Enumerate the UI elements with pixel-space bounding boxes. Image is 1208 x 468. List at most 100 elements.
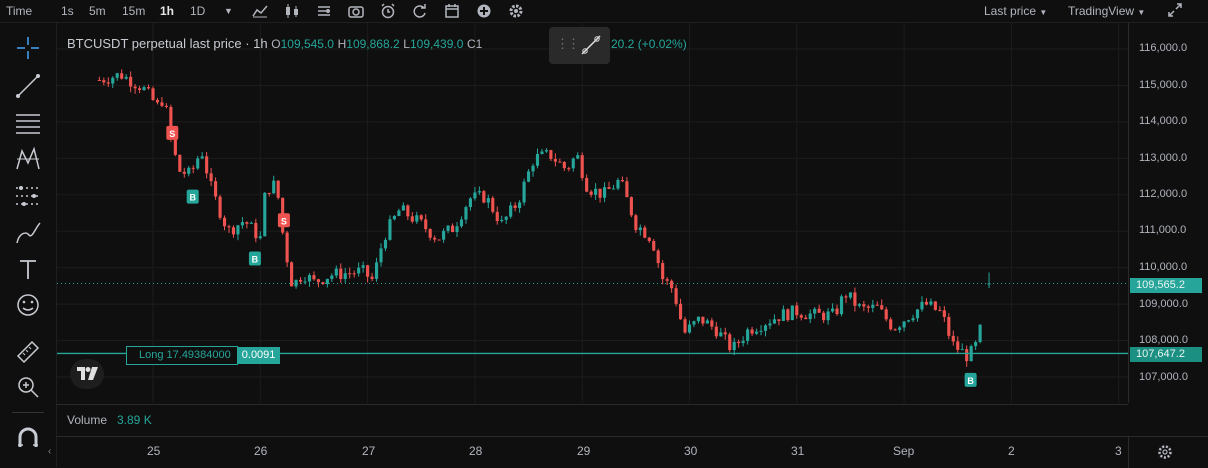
indicators-icon[interactable] bbox=[252, 4, 268, 18]
candle-body bbox=[482, 191, 486, 203]
price-axis[interactable]: 116,000.0 115,000.0 114,000.0 113,000.0 … bbox=[1128, 23, 1208, 403]
candle-body bbox=[486, 198, 490, 203]
candle-body bbox=[875, 304, 879, 306]
magnet-icon bbox=[18, 427, 38, 447]
candle-body bbox=[294, 279, 298, 287]
ruler-tool[interactable] bbox=[14, 336, 42, 364]
add-icon[interactable] bbox=[476, 3, 492, 19]
pattern-tool[interactable] bbox=[14, 145, 42, 173]
candle-body bbox=[437, 239, 441, 241]
interval-1h[interactable]: 1h bbox=[160, 4, 175, 18]
axis-settings[interactable] bbox=[1128, 436, 1208, 468]
candle-body bbox=[853, 292, 857, 306]
price-label: 113,000.0 bbox=[1139, 152, 1188, 164]
interval-5m[interactable]: 5m bbox=[89, 4, 106, 18]
interval-1d[interactable]: 1D bbox=[190, 4, 206, 18]
volume-pane[interactable]: Volume 3.89 K bbox=[57, 404, 1128, 437]
candle-body bbox=[638, 227, 642, 231]
position-label[interactable]: Long 17.49384000 0.0091 bbox=[126, 346, 281, 365]
forecast-tool[interactable] bbox=[14, 182, 42, 210]
trendline-tool[interactable] bbox=[14, 72, 42, 100]
candle-body bbox=[585, 178, 589, 192]
pattern-icon bbox=[16, 146, 40, 170]
candle-body bbox=[710, 320, 714, 327]
alert-icon[interactable] bbox=[380, 3, 396, 19]
fib-tool[interactable] bbox=[14, 109, 42, 137]
magnet-tool[interactable] bbox=[14, 423, 42, 451]
position-pnl: 0.0091 bbox=[236, 347, 281, 364]
collapse-toolbar-chevron-icon[interactable]: ‹ bbox=[48, 446, 52, 457]
tradingview-logo[interactable] bbox=[70, 359, 104, 389]
time-axis[interactable]: 25 26 27 28 29 30 31 Sep 2 3 bbox=[57, 436, 1128, 468]
trendline-draw-icon[interactable] bbox=[579, 33, 603, 57]
intervals-dropdown-icon[interactable]: ▼ bbox=[224, 6, 233, 16]
candle-body bbox=[334, 268, 338, 276]
interval-15m[interactable]: 15m bbox=[122, 4, 146, 18]
brush-tool[interactable] bbox=[14, 219, 42, 247]
candle-body bbox=[625, 181, 629, 198]
horizontal-lines-icon bbox=[16, 114, 40, 134]
candle-body bbox=[428, 229, 432, 238]
candle-body bbox=[795, 305, 799, 316]
candle-body bbox=[683, 319, 687, 333]
candle-body bbox=[938, 309, 942, 311]
candle-body bbox=[616, 180, 620, 189]
candle-body bbox=[303, 281, 307, 283]
expand-icon[interactable] bbox=[1168, 3, 1182, 17]
price-chart[interactable]: S S B B B bbox=[57, 23, 1128, 403]
calendar-icon[interactable] bbox=[444, 3, 460, 19]
crosshair-tool[interactable] bbox=[14, 34, 42, 62]
floating-drawing-toolbar[interactable]: ⋮⋮ bbox=[549, 27, 610, 64]
candle-body bbox=[924, 301, 929, 305]
candle-body bbox=[723, 332, 727, 335]
candle-body bbox=[978, 324, 982, 343]
candlestick-plot[interactable]: S S B B B bbox=[57, 23, 1128, 403]
candle-body bbox=[848, 292, 853, 298]
candle-body bbox=[455, 226, 459, 233]
trade-marker-label: S bbox=[169, 129, 175, 139]
emoji-tool[interactable] bbox=[14, 291, 42, 319]
trade-marker bbox=[964, 372, 977, 387]
data-source-dropdown[interactable]: TradingView ▼ bbox=[1068, 2, 1145, 20]
symbol-title[interactable]: BTCUSDT perpetual last price · 1h bbox=[67, 36, 268, 51]
replay-icon[interactable] bbox=[412, 3, 428, 19]
candles-icon[interactable] bbox=[284, 4, 300, 18]
candle-body bbox=[522, 181, 526, 203]
text-tool[interactable] bbox=[14, 255, 42, 283]
time-label: Sep bbox=[893, 444, 915, 458]
interval-1s[interactable]: 1s bbox=[61, 4, 74, 18]
candle-body bbox=[222, 217, 227, 227]
candle-body bbox=[741, 340, 745, 344]
time-label: 28 bbox=[469, 444, 483, 458]
forecast-icon bbox=[16, 186, 40, 206]
candle-body bbox=[339, 268, 343, 279]
position-price-tag: 107,647.2 bbox=[1130, 347, 1202, 362]
candle-body bbox=[844, 296, 848, 298]
candle-body bbox=[602, 187, 607, 198]
zoom-tool[interactable] bbox=[14, 373, 42, 401]
price-label: 107,000.0 bbox=[1139, 371, 1188, 383]
candle-body bbox=[737, 341, 741, 344]
settings-icon[interactable] bbox=[508, 3, 524, 19]
candle-body bbox=[187, 167, 191, 174]
trade-marker bbox=[186, 189, 199, 204]
trade-marker-label: B bbox=[967, 376, 974, 386]
candle-body bbox=[732, 341, 736, 351]
compare-icon[interactable] bbox=[316, 4, 332, 18]
candle-body bbox=[272, 180, 276, 194]
drag-handle-icon[interactable]: ⋮⋮ bbox=[556, 36, 580, 51]
price-source-dropdown[interactable]: Last price ▼ bbox=[984, 2, 1047, 20]
time-button[interactable]: Time bbox=[6, 4, 33, 18]
candle-body bbox=[571, 158, 575, 169]
candle-body bbox=[366, 265, 370, 277]
camera-icon[interactable] bbox=[348, 4, 364, 18]
candle-body bbox=[871, 304, 875, 308]
candle-body bbox=[719, 332, 723, 337]
candle-body bbox=[352, 273, 356, 275]
candle-body bbox=[500, 219, 504, 222]
candle-body bbox=[374, 262, 379, 279]
price-label: 111,000.0 bbox=[1139, 224, 1187, 236]
candle-body bbox=[285, 232, 289, 263]
candle-body bbox=[388, 219, 392, 240]
candle-body bbox=[813, 308, 817, 314]
